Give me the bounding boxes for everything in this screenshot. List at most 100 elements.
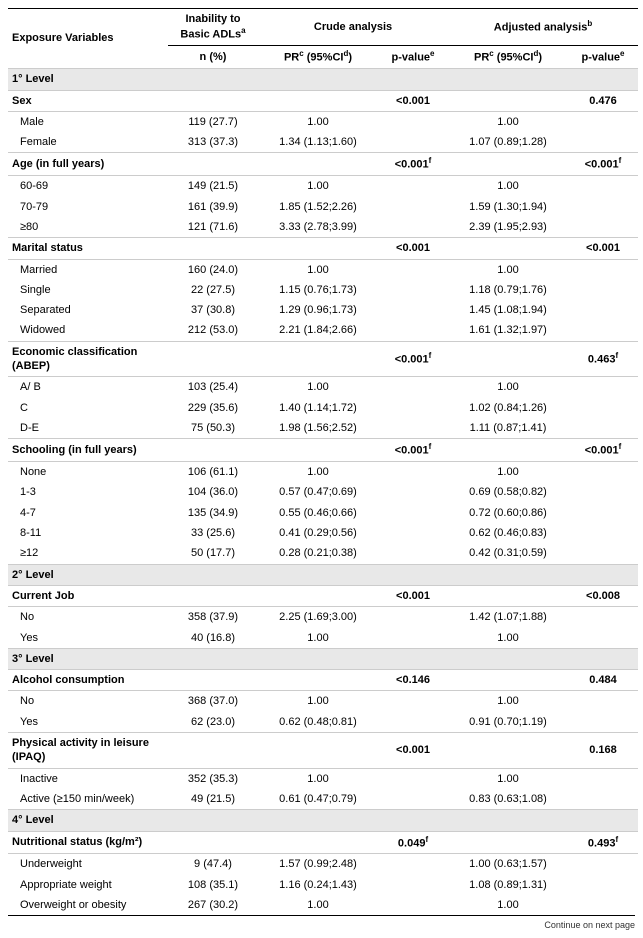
cell: 0.61 (0.47;0.79) [258, 789, 378, 810]
cell: 368 (37.0) [168, 691, 258, 712]
cell [568, 259, 638, 280]
cell: 62 (23.0) [168, 712, 258, 733]
cell [378, 543, 448, 564]
cell: 49 (21.5) [168, 789, 258, 810]
cell: 0.476 [568, 90, 638, 111]
cell [168, 670, 258, 691]
epidemiology-table: Exposure Variables Inability to Basic AD… [8, 8, 638, 915]
cell: Sex [8, 90, 168, 111]
cell [568, 398, 638, 418]
variable-row: Marital status<0.001<0.001 [8, 238, 638, 259]
cell [378, 280, 448, 300]
cell: 1.29 (0.96;1.73) [258, 300, 378, 320]
cell: 161 (39.9) [168, 197, 258, 217]
cell: 0.69 (0.58;0.82) [448, 482, 568, 502]
cell: 1.00 [448, 768, 568, 789]
cell [448, 238, 568, 259]
hdr-adjusted: Adjusted analysisb [448, 9, 638, 46]
cell [378, 197, 448, 217]
cell: <0.146 [378, 670, 448, 691]
cell [168, 585, 258, 606]
category-row: No368 (37.0)1.001.00 [8, 691, 638, 712]
cell [168, 90, 258, 111]
cell [448, 90, 568, 111]
cell: 1.00 [258, 259, 378, 280]
category-row: C229 (35.6)1.40 (1.14;1.72)1.02 (0.84;1.… [8, 398, 638, 418]
hdr-inability: Inability to Basic ADLsa [168, 9, 258, 46]
cell: <0.001 [568, 238, 638, 259]
cell: 1.00 [448, 176, 568, 197]
cell [568, 280, 638, 300]
cell [568, 418, 638, 439]
cell [568, 712, 638, 733]
cell [378, 768, 448, 789]
cell: 160 (24.0) [168, 259, 258, 280]
cell: 1.00 [448, 259, 568, 280]
cell: 1.00 [448, 377, 568, 398]
cell [448, 831, 568, 854]
cell: 212 (53.0) [168, 320, 258, 341]
cell [378, 418, 448, 439]
cell: 1.00 [258, 462, 378, 483]
cell [168, 153, 258, 176]
cell [448, 733, 568, 769]
cell: 267 (30.2) [168, 895, 258, 915]
cell: 2.39 (1.95;2.93) [448, 217, 568, 238]
cell [448, 439, 568, 462]
cell [378, 789, 448, 810]
cell [568, 217, 638, 238]
category-row: Active (≥150 min/week)49 (21.5)0.61 (0.4… [8, 789, 638, 810]
variable-row: Schooling (in full years)<0.001f<0.001f [8, 439, 638, 462]
cell [448, 585, 568, 606]
cell [258, 733, 378, 769]
category-row: Female313 (37.3)1.34 (1.13;1.60)1.07 (0.… [8, 132, 638, 153]
cell: Overweight or obesity [8, 895, 168, 915]
cell [448, 670, 568, 691]
cell [378, 462, 448, 483]
cell [378, 628, 448, 649]
variable-row: Physical activity in leisure (IPAQ)<0.00… [8, 733, 638, 769]
cell [378, 398, 448, 418]
cell [378, 503, 448, 523]
cell: Married [8, 259, 168, 280]
hdr-pr-crude: PRc (95%CId) [258, 46, 378, 69]
cell [378, 176, 448, 197]
cell [378, 111, 448, 132]
cell [258, 585, 378, 606]
cell: 1.42 (1.07;1.88) [448, 607, 568, 628]
cell: 135 (34.9) [168, 503, 258, 523]
cell [568, 854, 638, 875]
cell: <0.001 [378, 585, 448, 606]
cell: Yes [8, 628, 168, 649]
cell: Male [8, 111, 168, 132]
cell [568, 875, 638, 895]
cell [258, 439, 378, 462]
cell: 60-69 [8, 176, 168, 197]
cell: 103 (25.4) [168, 377, 258, 398]
cell: Alcohol consumption [8, 670, 168, 691]
cell: Marital status [8, 238, 168, 259]
section-row: 4° Level [8, 810, 638, 831]
cell: 50 (17.7) [168, 543, 258, 564]
cell [568, 320, 638, 341]
cell [378, 482, 448, 502]
cell: 1.00 [448, 111, 568, 132]
cell: 1.34 (1.13;1.60) [258, 132, 378, 153]
category-row: D-E75 (50.3)1.98 (1.56;2.52)1.11 (0.87;1… [8, 418, 638, 439]
cell: 9 (47.4) [168, 854, 258, 875]
category-row: Male119 (27.7)1.001.00 [8, 111, 638, 132]
cell: 0.168 [568, 733, 638, 769]
cell [568, 789, 638, 810]
cell: 0.463f [568, 341, 638, 377]
cell: No [8, 691, 168, 712]
cell [448, 153, 568, 176]
cell [568, 607, 638, 628]
category-row: ≥1250 (17.7)0.28 (0.21;0.38)0.42 (0.31;0… [8, 543, 638, 564]
cell: Active (≥150 min/week) [8, 789, 168, 810]
category-row: A/ B103 (25.4)1.001.00 [8, 377, 638, 398]
cell [378, 132, 448, 153]
cell [378, 895, 448, 915]
cell [258, 831, 378, 854]
cell: Inactive [8, 768, 168, 789]
cell: 0.42 (0.31;0.59) [448, 543, 568, 564]
